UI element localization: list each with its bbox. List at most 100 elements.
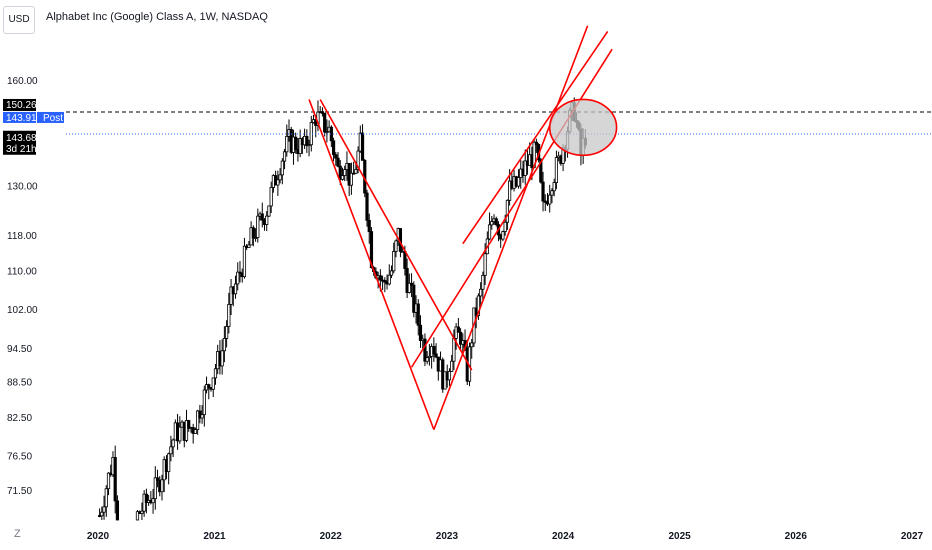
candle-body — [365, 192, 369, 221]
candle-body — [470, 342, 474, 348]
trendline — [410, 48, 613, 368]
candle-body — [155, 477, 160, 481]
candle-body — [229, 286, 233, 305]
auto-scale-icon[interactable]: Z — [14, 528, 21, 540]
candle-body — [153, 477, 157, 500]
candle-body — [106, 472, 111, 490]
candle-body — [171, 439, 175, 448]
candle-body — [320, 111, 325, 114]
candle-body — [202, 389, 206, 416]
candle-body — [516, 177, 521, 187]
post-tag-text: Post — [43, 113, 63, 124]
candle-body — [349, 172, 354, 186]
candle-body — [278, 174, 282, 181]
trendline — [308, 99, 435, 430]
close-price-badge — [3, 130, 36, 155]
candle-body — [236, 271, 240, 285]
candle-body — [238, 271, 242, 274]
candle-body — [267, 205, 271, 217]
candle-body — [550, 190, 554, 196]
candle-body — [100, 511, 104, 517]
post-tag-badge — [37, 111, 64, 123]
candle-body — [412, 284, 416, 313]
candle-body — [407, 282, 411, 293]
candle-body — [523, 160, 527, 176]
candle-body — [305, 135, 309, 147]
candle-body — [352, 172, 356, 175]
candle-body — [276, 179, 280, 186]
bar-countdown-text: 3d 21h — [6, 144, 37, 155]
candle-body — [213, 368, 218, 379]
candle-body — [336, 157, 340, 167]
candle-body — [323, 112, 327, 133]
candle-body — [178, 426, 182, 442]
symbol-title: Alphabet Inc (Google) Class A, 1W, NASDA… — [46, 11, 268, 23]
candle-body — [490, 221, 494, 226]
y-tick-label: 76.50 — [7, 452, 32, 463]
candle-body — [505, 199, 509, 223]
candle-body — [405, 268, 409, 293]
candle-body — [140, 510, 144, 514]
candle-body — [225, 326, 229, 339]
candle-body — [554, 157, 559, 183]
candle-body — [269, 187, 273, 207]
candle-body — [167, 453, 171, 473]
candle-body — [265, 215, 269, 225]
candle-body — [325, 131, 329, 134]
candle-body — [227, 304, 231, 327]
candle-body — [434, 353, 438, 358]
candle-body — [211, 377, 215, 390]
candle-body — [356, 150, 360, 170]
candle-body — [447, 371, 452, 381]
y-tick-label: 118.00 — [7, 231, 37, 242]
candle-body — [113, 456, 117, 502]
candle-body — [196, 410, 200, 430]
candle-body — [427, 355, 431, 359]
candle-body — [443, 371, 447, 390]
candle-body — [534, 141, 538, 145]
candle-body — [135, 511, 140, 521]
candle-body — [458, 331, 463, 345]
candle-body — [104, 488, 108, 508]
trendline — [433, 25, 589, 430]
x-tick-label: 2022 — [320, 531, 343, 542]
candle-body — [193, 429, 198, 434]
x-tick-label: 2026 — [785, 531, 808, 542]
x-tick-label: 2020 — [87, 531, 110, 542]
candle-body — [102, 506, 106, 513]
candle-body — [298, 138, 302, 155]
candle-body — [383, 280, 387, 283]
candle-body — [280, 160, 284, 176]
currency-selector[interactable]: USD — [3, 6, 35, 34]
candle-body — [207, 384, 211, 389]
candle-body — [481, 274, 485, 290]
last-price-text: 150.26 — [6, 100, 37, 111]
close-price-text: 143.68 — [6, 133, 37, 144]
highlight-circle — [548, 98, 618, 157]
candle-body — [503, 221, 507, 232]
candle-body — [115, 500, 120, 521]
candle-body — [508, 180, 512, 201]
candle-body — [343, 169, 347, 176]
candle-body — [285, 136, 289, 153]
candle-body — [200, 414, 204, 419]
candle-body — [242, 245, 247, 278]
candle-body — [220, 350, 224, 367]
candle-body — [256, 215, 260, 238]
y-tick-label: 71.50 — [7, 486, 32, 497]
candle-body — [307, 144, 311, 147]
trendline — [319, 99, 473, 371]
candle-body — [416, 303, 420, 326]
x-tick-label: 2025 — [668, 531, 691, 542]
candle-body — [387, 274, 391, 285]
candle-body — [494, 218, 498, 226]
candle-body — [334, 154, 338, 159]
candle-body — [160, 479, 164, 493]
candle-body — [331, 140, 336, 156]
candle-body — [423, 338, 427, 362]
y-tick-label: 88.50 — [7, 377, 32, 388]
x-tick-label: 2024 — [552, 531, 575, 542]
candle-body — [432, 346, 436, 355]
candle-body — [187, 420, 191, 429]
